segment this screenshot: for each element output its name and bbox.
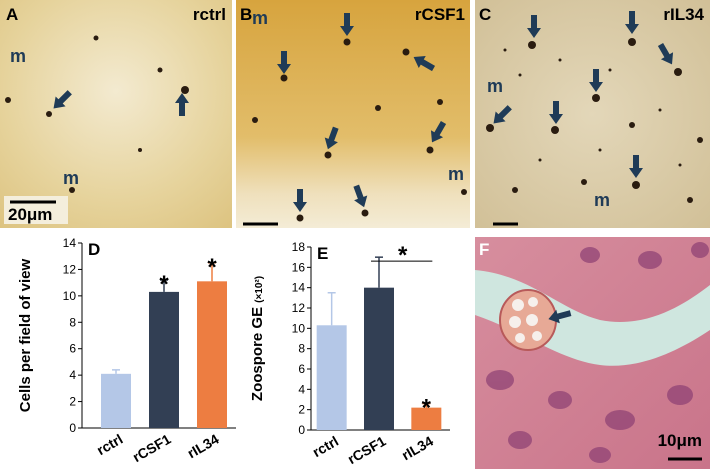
marker: m [487, 76, 503, 96]
y-tick-label: 16 [292, 260, 306, 274]
y-tick-label: 6 [298, 362, 305, 376]
annotation: * [207, 254, 217, 281]
bar [364, 287, 394, 430]
marker: m [448, 164, 464, 184]
y-tick-label: 10 [63, 289, 77, 303]
micrograph-a [0, 0, 232, 228]
bar [101, 373, 131, 428]
bar [316, 325, 347, 430]
x-tick-label: rIL34 [399, 433, 436, 464]
micrograph-b [236, 0, 470, 228]
marker: m [594, 190, 610, 210]
scale-label: 10μm [658, 431, 702, 450]
y-tick-label: 12 [292, 301, 306, 315]
panel-condition: rCSF1 [415, 5, 465, 24]
x-tick-label: rctrl [94, 431, 126, 458]
y-tick-label: 10 [292, 321, 306, 335]
x-tick-label: rIL34 [185, 431, 222, 462]
bar [197, 281, 227, 428]
panel-letter: C [479, 5, 491, 24]
annotation: * [398, 242, 408, 269]
cells-c [486, 38, 703, 203]
annotation: * [422, 395, 432, 422]
panel-condition: rctrl [193, 5, 226, 24]
scale-label: 20μm [8, 205, 52, 224]
panel-letter: D [88, 240, 100, 259]
y-tick-label: 4 [69, 368, 76, 382]
error-bar [112, 369, 120, 374]
error-bar [422, 402, 431, 408]
cells-a [5, 35, 189, 193]
micrograph-c [475, 0, 710, 228]
panel-letter: B [240, 5, 252, 24]
y-tick-label: 8 [298, 342, 305, 356]
y-tick-label: 2 [69, 395, 76, 409]
y-tick-label: 14 [292, 281, 306, 295]
y-axis-label-unit: (×10²) [254, 276, 265, 303]
y-tick-label: 18 [292, 240, 306, 254]
annotation: * [159, 271, 169, 298]
y-tick-label: 8 [69, 315, 76, 329]
panel-letter: A [6, 5, 18, 24]
bar [149, 291, 179, 428]
cells-b [252, 38, 467, 222]
x-tick-label: rCSF1 [130, 431, 174, 466]
y-tick-label: 6 [69, 342, 76, 356]
error-bar [375, 256, 383, 288]
y-tick-label: 14 [63, 236, 77, 250]
y-tick-label: 0 [69, 421, 76, 435]
marker: m [63, 168, 79, 188]
panel-condition: rIL34 [663, 5, 704, 24]
panel-letter: F [479, 240, 489, 259]
y-axis-label-text: Cells per field of view [17, 258, 34, 412]
y-axis-label: Zoospore GE (×10²) [249, 276, 266, 401]
panel-letter: E [317, 244, 328, 263]
marker: m [10, 46, 26, 66]
y-tick-label: 12 [63, 262, 77, 276]
bar [411, 407, 442, 430]
y-tick-label: 0 [298, 423, 305, 437]
x-tick-label: rCSF1 [345, 433, 389, 468]
y-axis-label-text: Zoospore GE [249, 307, 266, 401]
error-bar [327, 292, 336, 326]
x-tick-label: rctrl [310, 433, 342, 460]
marker: m [252, 8, 268, 28]
error-bar [208, 262, 216, 282]
y-tick-label: 4 [298, 382, 305, 396]
error-bar [160, 279, 168, 292]
nuclei [486, 242, 709, 463]
y-axis-label: Cells per field of view [17, 258, 34, 412]
y-tick-label: 2 [298, 403, 305, 417]
zoospores [509, 297, 542, 343]
